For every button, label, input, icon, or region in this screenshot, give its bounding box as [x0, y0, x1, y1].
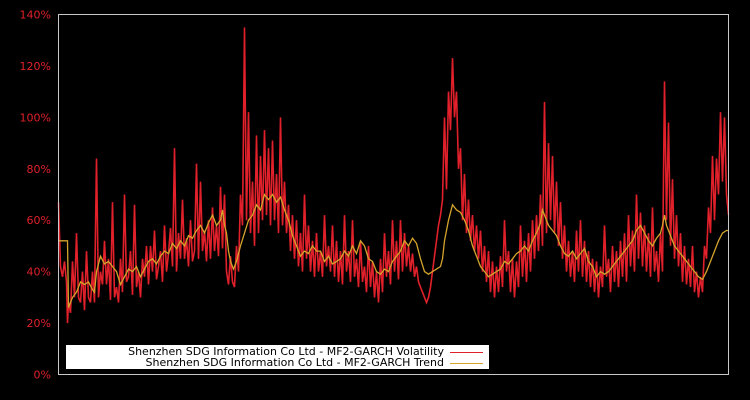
legend: Shenzhen SDG Information Co Ltd - MF2-GA… — [66, 345, 489, 369]
legend-item-volatility: Shenzhen SDG Information Co Ltd - MF2-GA… — [128, 346, 483, 358]
y-tick-label: 80% — [27, 163, 51, 176]
legend-label-trend: Shenzhen SDG Information Co Ltd - MF2-GA… — [145, 356, 445, 369]
legend-item-trend: Shenzhen SDG Information Co Ltd - MF2-GA… — [145, 356, 483, 369]
y-tick-label: 140% — [20, 9, 51, 22]
y-tick-label: 40% — [27, 266, 51, 279]
plot-area-frame — [58, 14, 729, 375]
y-tick-label: 20% — [27, 317, 51, 330]
trend-line — [58, 193, 729, 308]
series-layer — [57, 27, 730, 324]
volatility-line — [57, 27, 730, 324]
legend-label-volatility: Shenzhen SDG Information Co Ltd - MF2-GA… — [128, 345, 444, 358]
y-axis-ticks: 0% 20% 40% 60% 80% 100% 120% 140% — [20, 9, 51, 382]
legend-swatch-trend — [450, 362, 483, 364]
y-tick-label: 100% — [20, 111, 51, 124]
y-tick-label: 0% — [34, 369, 51, 382]
legend-swatch-volatility — [450, 351, 483, 353]
y-tick-label: 120% — [20, 60, 51, 73]
y-tick-label: 60% — [27, 214, 51, 227]
